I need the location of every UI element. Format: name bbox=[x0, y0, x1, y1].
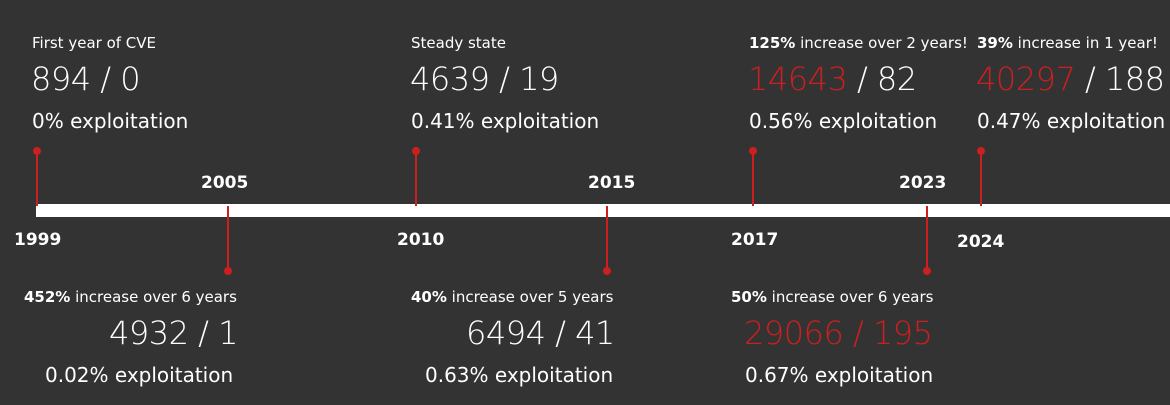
event-caption-2005: 452% increase over 6 years bbox=[24, 288, 237, 306]
year-label-2005: 2005 bbox=[201, 173, 249, 193]
exploitation-rate-2023: 0.67% exploitation bbox=[745, 363, 934, 387]
connector-2023 bbox=[926, 206, 928, 270]
separator: / bbox=[545, 314, 576, 352]
cve-and-exploited-count-2023: 29066 / 195 bbox=[744, 314, 933, 352]
separator: / bbox=[489, 60, 520, 98]
connector-2010 bbox=[415, 151, 417, 206]
cve-count-2024: 40297 bbox=[976, 60, 1076, 98]
event-caption-1999: First year of CVE bbox=[32, 34, 157, 52]
increase-text-2023: increase over 6 years bbox=[766, 288, 934, 306]
marker-dot-2010 bbox=[412, 147, 420, 155]
marker-dot-2024 bbox=[977, 147, 985, 155]
exploited-count-2024: 188 bbox=[1104, 60, 1165, 98]
timeline-bar bbox=[36, 204, 1170, 217]
increase-percent-2024: 39% bbox=[977, 34, 1013, 52]
event-caption-2023: 50% increase over 6 years bbox=[731, 288, 933, 306]
exploited-count-2015: 41 bbox=[575, 314, 615, 352]
year-label-2015: 2015 bbox=[588, 173, 636, 193]
increase-percent-2015: 40% bbox=[411, 288, 447, 306]
cve-count-2017: 14643 bbox=[748, 60, 848, 98]
event-counts-2015: 6494 / 41 bbox=[466, 314, 615, 352]
exploitation-rate-1999: 0% exploitation bbox=[32, 109, 189, 133]
marker-dot-2017 bbox=[749, 147, 757, 155]
marker-dot-2005 bbox=[224, 267, 232, 275]
year-label-1999: 1999 bbox=[14, 230, 62, 250]
cve-count-2015: 6494 bbox=[466, 314, 546, 352]
marker-dot-2023 bbox=[923, 267, 931, 275]
connector-2024 bbox=[980, 151, 982, 206]
event-counts-2010: 4639 / 19 bbox=[410, 60, 559, 98]
year-label-2017: 2017 bbox=[731, 230, 779, 250]
marker-dot-1999 bbox=[33, 147, 41, 155]
event-counts-2017: 14643 / 82 bbox=[748, 60, 917, 98]
exploitation-rate-2015: 0.63% exploitation bbox=[425, 363, 614, 387]
year-label-2024: 2024 bbox=[957, 232, 1005, 252]
exploited-count-2010: 19 bbox=[519, 60, 559, 98]
cve-count-2010: 4639 bbox=[410, 60, 490, 98]
event-caption-2017: 125% increase over 2 years! bbox=[749, 34, 968, 52]
increase-percent-2017: 125% bbox=[749, 34, 796, 52]
separator: / bbox=[847, 60, 877, 98]
event-counts-2023: 29066 / 195 bbox=[744, 314, 933, 352]
exploited-count-2017: 82 bbox=[876, 60, 917, 98]
year-label-2010: 2010 bbox=[397, 230, 445, 250]
increase-text-2017: increase over 2 years! bbox=[795, 34, 968, 52]
exploitation-rate-2010: 0.41% exploitation bbox=[411, 109, 600, 133]
event-caption-2024: 39% increase in 1 year! bbox=[977, 34, 1158, 52]
event-counts-2024: 40297 / 188 bbox=[976, 60, 1165, 98]
separator: / bbox=[1075, 60, 1105, 98]
exploitation-rate-2017: 0.56% exploitation bbox=[749, 109, 938, 133]
event-counts-1999: 894 / 0 bbox=[31, 60, 141, 98]
exploited-count-2005: 1 bbox=[218, 314, 238, 352]
increase-text-2024: increase in 1 year! bbox=[1012, 34, 1158, 52]
event-caption-2015: 40% increase over 5 years bbox=[411, 288, 613, 306]
event-counts-2005: 4932 / 1 bbox=[109, 314, 238, 352]
connector-2015 bbox=[606, 206, 608, 270]
increase-percent-2005: 452% bbox=[24, 288, 71, 306]
exploitation-rate-2024: 0.47% exploitation bbox=[977, 109, 1166, 133]
marker-dot-2015 bbox=[603, 267, 611, 275]
connector-1999 bbox=[36, 151, 38, 206]
increase-text-2015: increase over 5 years bbox=[446, 288, 614, 306]
event-caption-2010: Steady state bbox=[411, 34, 506, 52]
cve-count-1999: 894 bbox=[31, 60, 91, 98]
cve-count-2005: 4932 bbox=[109, 314, 189, 352]
increase-percent-2023: 50% bbox=[731, 288, 767, 306]
connector-2017 bbox=[752, 151, 754, 206]
year-label-2023: 2023 bbox=[899, 173, 947, 193]
separator: / bbox=[188, 314, 219, 352]
exploited-count-1999: 0 bbox=[120, 60, 141, 98]
exploitation-rate-2005: 0.02% exploitation bbox=[45, 363, 234, 387]
connector-2005 bbox=[227, 206, 229, 270]
increase-text-2005: increase over 6 years bbox=[70, 288, 237, 306]
separator: / bbox=[90, 60, 121, 98]
